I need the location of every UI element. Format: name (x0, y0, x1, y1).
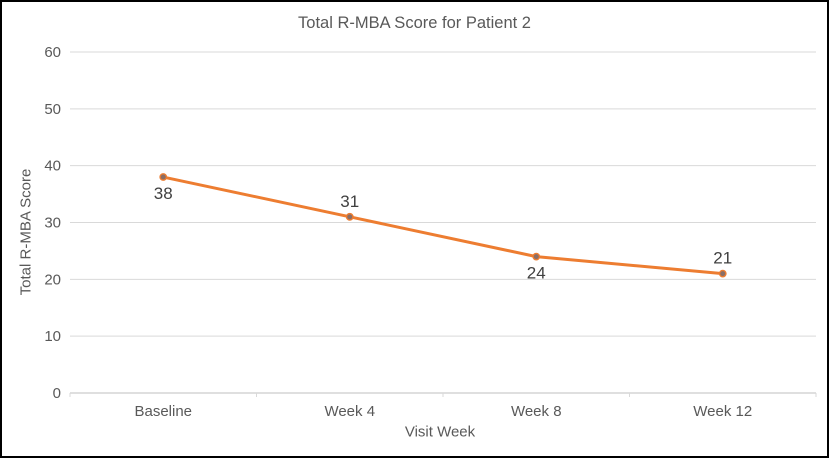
data-label: 38 (154, 184, 173, 203)
y-tick-label: 0 (53, 385, 61, 402)
x-tick-label: Week 8 (511, 403, 562, 420)
x-tick-label: Week 12 (693, 403, 752, 420)
data-label: 24 (527, 264, 546, 283)
y-tick-label: 40 (44, 158, 61, 175)
y-tick-label: 10 (44, 328, 61, 345)
y-tick-label: 30 (44, 215, 61, 232)
chart-title: Total R-MBA Score for Patient 2 (298, 14, 531, 32)
data-point-marker (345, 212, 354, 221)
y-tick-label: 50 (44, 101, 61, 118)
x-tick-label: Week 4 (324, 403, 375, 420)
y-axis-title: Total R-MBA Score (17, 168, 35, 296)
series-line (161, 175, 725, 276)
y-tick-label: 20 (44, 271, 61, 288)
data-point-marker (718, 269, 727, 278)
x-tick-label: Baseline (134, 403, 192, 420)
x-axis-title: Visit Week (404, 423, 476, 441)
y-tick-label: 60 (44, 44, 61, 61)
data-point-marker (159, 173, 168, 181)
data-label: 31 (340, 192, 359, 211)
data-label: 21 (713, 249, 732, 268)
data-point-marker (532, 252, 541, 261)
